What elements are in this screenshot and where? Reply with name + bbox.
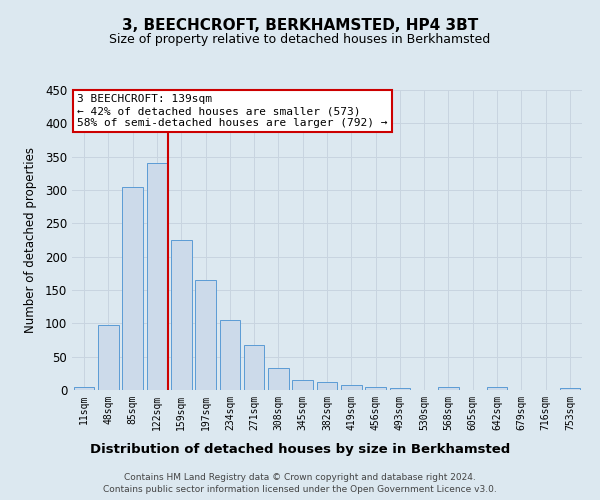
- Bar: [195, 280, 216, 390]
- Bar: [146, 164, 167, 390]
- Bar: [389, 388, 410, 390]
- Bar: [487, 388, 508, 390]
- Bar: [365, 388, 386, 390]
- Bar: [171, 240, 191, 390]
- Text: 3, BEECHCROFT, BERKHAMSTED, HP4 3BT: 3, BEECHCROFT, BERKHAMSTED, HP4 3BT: [122, 18, 478, 32]
- Bar: [244, 344, 265, 390]
- Bar: [74, 386, 94, 390]
- Bar: [560, 388, 580, 390]
- Bar: [268, 368, 289, 390]
- Bar: [438, 388, 459, 390]
- Text: Contains public sector information licensed under the Open Government Licence v3: Contains public sector information licen…: [103, 485, 497, 494]
- Bar: [98, 326, 119, 390]
- Text: Size of property relative to detached houses in Berkhamsted: Size of property relative to detached ho…: [109, 32, 491, 46]
- Text: 3 BEECHCROFT: 139sqm
← 42% of detached houses are smaller (573)
58% of semi-deta: 3 BEECHCROFT: 139sqm ← 42% of detached h…: [77, 94, 388, 128]
- Bar: [122, 186, 143, 390]
- Text: Distribution of detached houses by size in Berkhamsted: Distribution of detached houses by size …: [90, 442, 510, 456]
- Bar: [341, 386, 362, 390]
- Bar: [317, 382, 337, 390]
- Y-axis label: Number of detached properties: Number of detached properties: [23, 147, 37, 333]
- Text: Contains HM Land Registry data © Crown copyright and database right 2024.: Contains HM Land Registry data © Crown c…: [124, 472, 476, 482]
- Bar: [220, 320, 240, 390]
- Bar: [292, 380, 313, 390]
